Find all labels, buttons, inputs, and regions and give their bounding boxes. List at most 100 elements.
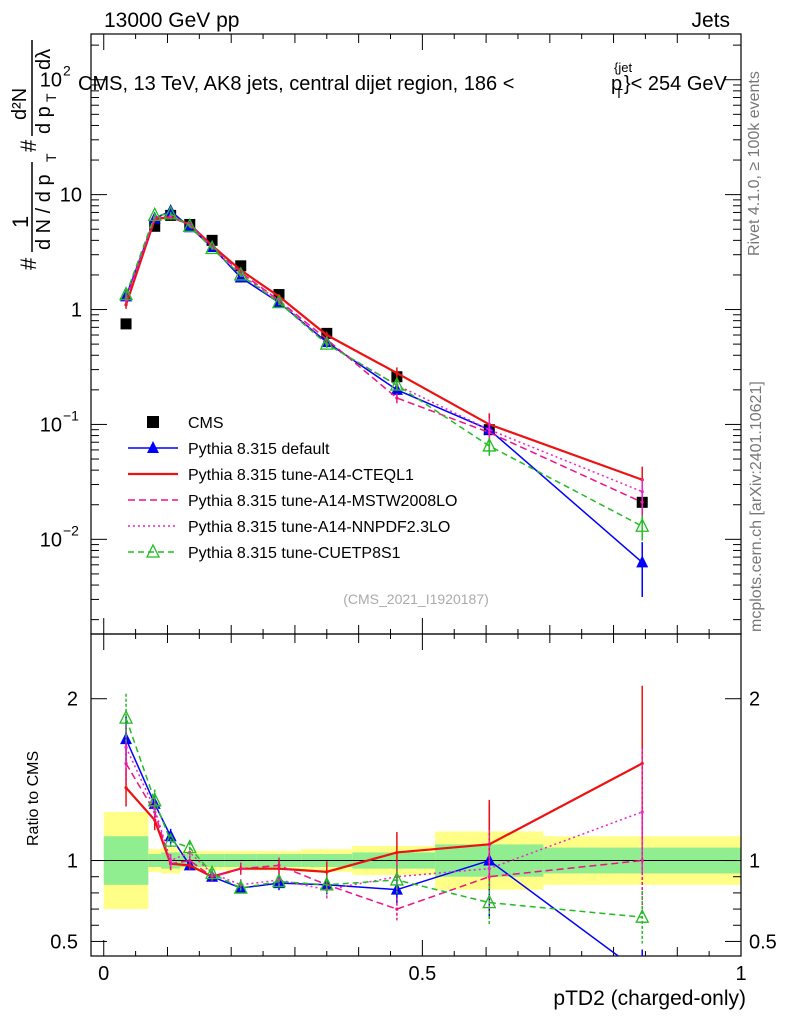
data-point — [145, 543, 161, 558]
watermark: (CMS_2021_I1920187) — [343, 591, 489, 607]
data-point — [325, 333, 329, 337]
data-point — [169, 862, 173, 866]
main-frame — [90, 33, 742, 635]
y-tick-label: 10 — [40, 529, 62, 551]
legend-item: Pythia 8.315 tune-A14-CTEQL1 — [128, 467, 414, 484]
ratio-y-tick-label: 1 — [67, 851, 78, 873]
data-point — [487, 428, 491, 432]
data-point — [124, 761, 128, 766]
data-point — [124, 745, 128, 749]
legend-label: Pythia 8.315 tune-A14-MSTW2008LO — [188, 493, 457, 510]
y-tick-exponent: −2 — [63, 522, 79, 538]
series-1 — [120, 204, 649, 597]
data-point — [395, 907, 399, 911]
ratio-series-5 — [118, 693, 650, 944]
series-4 — [124, 214, 644, 510]
data-point — [487, 867, 491, 871]
ratio-plot: 0 0.5 10.5 0.51 12 2 — [50, 633, 777, 985]
legend-label: Pythia 8.315 tune-A14-NNPDF2.3LO — [188, 519, 450, 536]
data-point — [271, 873, 287, 888]
data-point — [235, 260, 247, 272]
data-point — [482, 894, 497, 909]
data-point — [277, 863, 281, 867]
ratio-series-3 — [124, 742, 644, 921]
data-point — [153, 818, 157, 822]
legend-label: Pythia 8.315 default — [188, 441, 330, 458]
y-tick-exponent: 2 — [63, 63, 71, 79]
data-point — [395, 850, 399, 855]
series-0 — [120, 209, 648, 508]
ylabel-deriv: d²N — [9, 88, 31, 120]
header-left: 13000 GeV pp — [104, 9, 240, 32]
series-5 — [118, 205, 650, 541]
legend: CMS Pythia 8.315 default Pythia 8.315 tune… — [128, 415, 457, 562]
data-point — [124, 303, 128, 307]
x-tick-label: 0.5 — [408, 963, 436, 985]
data-point — [389, 871, 404, 886]
y-tick-label: 10 — [40, 414, 62, 436]
data-point — [169, 858, 173, 863]
data-point — [147, 792, 162, 807]
legend-item: Pythia 8.315 tune-A14-MSTW2008LO — [128, 493, 457, 510]
main-ylabel: # 1 d N / d p T # d²N d p T dλ — [8, 40, 59, 270]
data-point — [325, 870, 329, 874]
ylabel-hash-1: # — [16, 257, 41, 270]
legend-label: Pythia 8.315 tune-CUETP8S1 — [188, 545, 401, 562]
ylabel-frac-bottom: d N / d p — [33, 174, 55, 250]
ratio-y-tick-label-right: 1 — [749, 851, 760, 873]
title-p: p — [611, 73, 622, 95]
data-point — [635, 908, 650, 923]
header-right: Jets — [691, 9, 730, 32]
data-point — [163, 205, 178, 220]
data-point — [271, 294, 287, 309]
legend-item: Pythia 8.315 default — [128, 441, 330, 458]
ylabel-deriv-bottom: d p — [33, 106, 55, 134]
data-point — [640, 810, 644, 814]
data-point — [319, 335, 334, 350]
legend-item: Pythia 8.315 tune-A14-NNPDF2.3LO — [128, 519, 450, 536]
data-point — [205, 240, 220, 255]
y-tick-exponent: −1 — [63, 407, 79, 423]
data-point — [487, 842, 491, 846]
x-tick-label: 1 — [735, 963, 746, 985]
data-point — [389, 376, 404, 391]
title-tail: }< 254 GeV — [624, 73, 728, 95]
data-point — [636, 555, 649, 568]
legend-item: Pythia 8.315 tune-CUETP8S1 — [128, 543, 401, 562]
data-point — [147, 206, 162, 222]
ratio-y-tick-label-right: 0.5 — [749, 931, 777, 953]
ylabel-deriv-sub: T — [43, 93, 59, 102]
ratio-ylabel: Ratio to CMS — [25, 751, 42, 846]
y-tick-label: 10 — [40, 70, 62, 92]
ylabel-deriv-lambda: dλ — [33, 49, 55, 70]
ratio-y-tick-label-right: 2 — [749, 689, 760, 711]
legend-item: CMS — [147, 415, 224, 432]
data-point — [120, 318, 132, 330]
data-point — [640, 490, 644, 494]
data-point — [233, 266, 248, 281]
data-point — [118, 286, 134, 301]
data-point — [640, 761, 644, 766]
title-sup-jet: {jet — [614, 60, 632, 75]
y-tick-label: 1 — [71, 300, 82, 322]
ratio-line — [125, 717, 643, 918]
x-tick-label: 0 — [98, 963, 109, 985]
data-point — [395, 396, 399, 400]
data-point — [149, 220, 161, 232]
data-point — [147, 441, 159, 453]
data-point — [319, 876, 334, 891]
data-point — [169, 214, 173, 218]
legend-marker — [147, 416, 159, 428]
x-axis-label: pTD2 (charged-only) — [553, 987, 746, 1010]
data-point — [182, 217, 197, 232]
title-main: CMS, 13 TeV, AK8 jets, central dijet reg… — [78, 73, 514, 95]
data-point — [635, 517, 650, 532]
ylabel-frac-sub: T — [43, 153, 59, 162]
ylabel-frac-top: 1 — [8, 216, 33, 228]
chart-title: CMS, 13 TeV, AK8 jets, central dijet reg… — [78, 60, 728, 101]
data-point — [233, 879, 248, 894]
data-point — [482, 437, 497, 452]
legend-label: CMS — [188, 415, 224, 432]
data-point — [124, 786, 128, 790]
